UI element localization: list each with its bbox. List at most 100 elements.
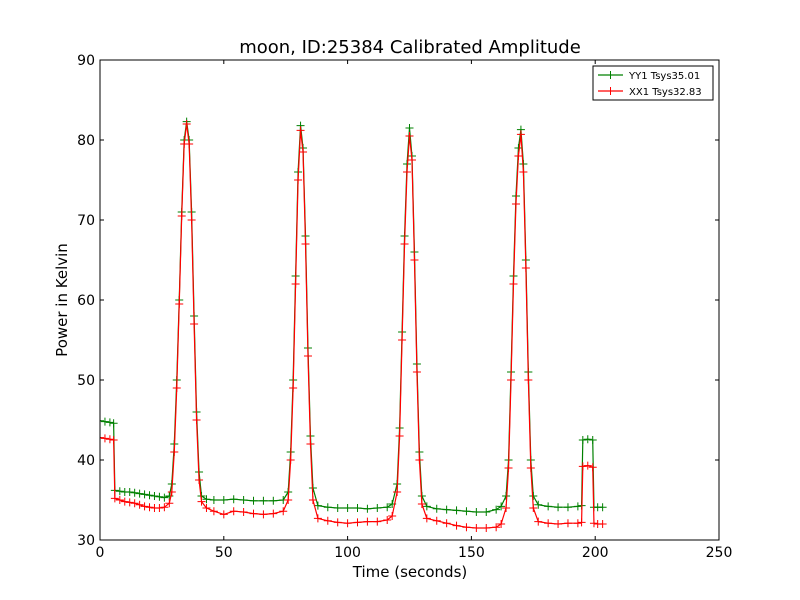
series-1-point-31 [209, 496, 218, 504]
series-2-point-14 [155, 504, 164, 512]
series-1-point-72 [442, 505, 451, 514]
series-2-point-77 [492, 523, 501, 532]
series-1-point-91 [534, 500, 543, 509]
series-2-point-57 [383, 516, 392, 524]
y-tick-label: 50 [77, 373, 95, 389]
series-1-point-54 [353, 504, 362, 512]
series-2-point-66 [410, 256, 419, 264]
series-2-point-78 [497, 520, 506, 528]
series-2-point-44 [296, 126, 305, 135]
series-2-point-70 [422, 514, 431, 523]
series-2-point-98 [583, 461, 592, 470]
series-1-point-93 [554, 503, 563, 512]
series-2-point-82 [509, 280, 518, 288]
chart-title: moon, ID:25384 Calibrated Amplitude [239, 37, 581, 58]
series-2-point-17 [167, 488, 176, 496]
axes: 0 50 100 150 200 250 30 40 50 60 70 80 90 [77, 53, 732, 561]
legend-label-1: YY1 Tsys35.01 [628, 71, 700, 82]
series-2-point-32 [219, 510, 228, 519]
series-1-point-98 [583, 435, 592, 444]
series-2-point-27 [192, 416, 201, 424]
series-2-point-15 [160, 503, 169, 512]
series-1-point-34 [239, 496, 248, 504]
series-2-point-28 [195, 476, 204, 484]
series-1-point-76 [482, 508, 491, 516]
series-2-point-80 [504, 464, 513, 472]
series-1-point-6 [115, 487, 124, 496]
series-1-point-102 [598, 503, 607, 512]
y-tick-label: 70 [77, 213, 95, 229]
series-2-point-79 [502, 504, 511, 512]
series-2-point-93 [554, 520, 563, 528]
series-2-point-26 [190, 320, 199, 328]
legend-box [592, 65, 714, 101]
series-2-point-85 [516, 130, 525, 139]
series-2-point-12 [145, 503, 154, 512]
series-1-point-97 [578, 436, 587, 444]
series-1-point-57 [383, 503, 392, 512]
series-2-point-56 [373, 517, 382, 526]
series-2-point-64 [405, 132, 414, 140]
series-2-point-42 [291, 280, 300, 288]
series-2-point-41 [289, 384, 298, 392]
series-2-point-19 [172, 384, 181, 392]
series-1-point-15 [160, 493, 169, 502]
series-2-point-3 [105, 435, 114, 444]
series-1-point-32 [219, 496, 228, 504]
series-2-point-8 [125, 498, 134, 507]
series-2-point-86 [519, 168, 528, 176]
series-1-point-53 [343, 504, 352, 512]
series-2-point-9 [130, 499, 139, 508]
series-2-point-59 [393, 488, 402, 496]
series-2-point-2 [100, 434, 109, 443]
series-1-point-3 [105, 418, 114, 427]
series-2-point-60 [395, 432, 404, 440]
series-2-point-91 [534, 517, 543, 526]
series-2-point-48 [306, 440, 315, 448]
legend-label-2: XX1 Tsys32.83 [629, 87, 702, 98]
series-2-point-34 [239, 508, 248, 516]
series-2-point-83 [511, 200, 520, 208]
series-1-point-36 [259, 496, 268, 505]
series-2-point-102 [598, 520, 607, 528]
series-2-point-52 [333, 518, 342, 527]
series-2-point-46 [301, 240, 310, 248]
y-tick-label: 30 [77, 533, 95, 549]
series-2 [100, 120, 607, 532]
series-2-point-21 [177, 212, 186, 220]
series-1-point-71 [432, 504, 441, 513]
series-2-point-51 [323, 516, 332, 525]
series-1-point-75 [472, 508, 481, 516]
series-1-point-95 [573, 502, 582, 511]
series-2-point-1 [100, 433, 104, 442]
series-2-point-94 [563, 519, 572, 528]
series-2-point-37 [269, 509, 278, 518]
series-2-point-10 [135, 500, 144, 509]
series-1-point-9 [130, 488, 139, 497]
series-1-point-55 [363, 504, 372, 513]
series-2-point-7 [120, 497, 129, 506]
series-2-point-73 [452, 521, 461, 530]
series-1-point-2 [100, 417, 109, 426]
series-2-point-87 [521, 264, 530, 272]
series-2-point-90 [529, 504, 538, 512]
series-1-point-8 [125, 488, 134, 496]
series-2-point-89 [526, 464, 535, 472]
series-line-2 [100, 123, 603, 529]
series-2-point-24 [185, 140, 194, 148]
series-2-point-67 [412, 368, 421, 376]
series-2-point-38 [279, 507, 288, 516]
y-tick-label: 40 [77, 453, 95, 469]
series-2-point-65 [407, 156, 416, 164]
series-1-point-50 [313, 501, 322, 510]
series-2-point-20 [175, 300, 184, 308]
series-2-point-30 [202, 504, 211, 512]
legend: YY1 Tsys35.01 XX1 Tsys32.83 [592, 65, 714, 101]
series-1-point-11 [140, 490, 149, 499]
series-2-point-74 [462, 523, 471, 532]
series-2-point-84 [514, 152, 523, 160]
series-1-point-84 [514, 144, 523, 152]
legend-marker-1 [606, 71, 615, 79]
y-axis-label: Power in Kelvin [53, 243, 71, 357]
